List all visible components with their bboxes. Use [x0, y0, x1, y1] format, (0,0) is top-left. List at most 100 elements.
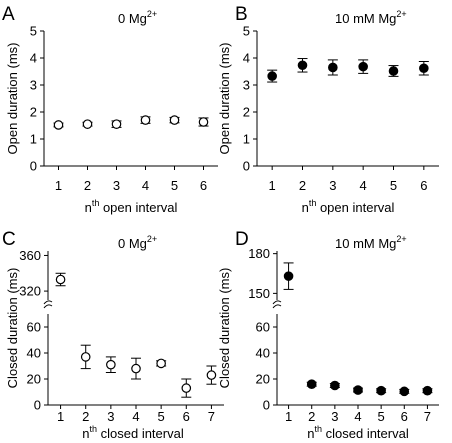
x-axis-label-n: n — [82, 426, 89, 441]
x-tick-label: 5 — [390, 178, 397, 193]
x-axis-label-text: closed interval — [97, 426, 184, 441]
x-tick-label: 5 — [378, 409, 385, 424]
axis-break-mark — [43, 300, 53, 305]
data-point — [181, 383, 192, 393]
condition-superscript: 2+ — [396, 9, 406, 19]
y-tick-label: 2 — [30, 105, 37, 120]
data-point — [399, 386, 410, 397]
x-axis-label-n: n — [85, 200, 92, 215]
data-point — [328, 62, 338, 73]
condition-base: 0 Mg — [118, 236, 147, 251]
data-point — [388, 66, 399, 76]
condition-label: 0 Mg2+ — [118, 9, 157, 26]
y-axis-label: Open duration (ms) — [5, 43, 20, 155]
x-tick-label: 4 — [132, 409, 139, 424]
y-tick-label: 0 — [243, 159, 250, 174]
y-tick-label: 5 — [30, 24, 37, 39]
x-axis-label-text: open interval — [316, 200, 394, 215]
x-tick-label: 7 — [208, 409, 215, 424]
x-tick-label: 1 — [55, 178, 62, 193]
y-tick-label: 1 — [243, 132, 250, 147]
y-tick-label: 0 — [34, 398, 41, 413]
y-tick-label: 20 — [256, 372, 270, 387]
x-tick-label: 5 — [158, 409, 165, 424]
x-tick-label: 6 — [183, 409, 190, 424]
panel-letter-d: D — [235, 229, 249, 250]
condition-base: 10 mM Mg — [335, 236, 396, 251]
panel-letter-b: B — [235, 4, 248, 25]
x-tick-label: 6 — [401, 409, 408, 424]
x-axis-label-text: closed interval — [322, 426, 409, 441]
x-tick-label: 7 — [424, 409, 431, 424]
data-point — [297, 60, 308, 71]
y-tick-label: 40 — [256, 346, 270, 361]
data-point — [80, 352, 91, 362]
x-axis-label-superscript: th — [92, 198, 100, 208]
x-axis-label-n: n — [307, 426, 314, 441]
x-tick-label: 2 — [84, 178, 91, 193]
y-axis-label: Closed duration (ms) — [217, 268, 232, 389]
x-tick-label: 4 — [360, 178, 367, 193]
panel-letter-c: C — [2, 229, 16, 250]
x-axis-label-n: n — [302, 200, 309, 215]
data-point — [140, 115, 151, 125]
x-axis-label: nth open interval — [85, 198, 178, 215]
y-tick-label: 40 — [27, 346, 41, 361]
y-tick-label: 4 — [30, 51, 37, 66]
data-point — [82, 119, 93, 129]
data-point — [198, 117, 209, 127]
data-point — [111, 119, 122, 129]
x-tick-label: 6 — [200, 178, 207, 193]
x-tick-label: 2 — [82, 409, 89, 424]
x-tick-label: 1 — [57, 409, 64, 424]
data-point — [156, 358, 166, 369]
x-tick-label: 4 — [142, 178, 149, 193]
y-tick-label: 360 — [19, 248, 41, 263]
y-tick-label: 1 — [30, 132, 37, 147]
axis-break-mark — [43, 304, 53, 309]
x-tick-label: 6 — [420, 178, 427, 193]
condition-label: 10 mM Mg2+ — [335, 9, 407, 26]
x-axis-label-superscript: th — [309, 198, 317, 208]
panel-c: C 0 Mg2+ 1 2 3 4 5 6 7 0 20 40 60 320 360 Closed durati… — [2, 229, 224, 441]
x-tick-label: 2 — [299, 178, 306, 193]
x-tick-label: 4 — [354, 409, 361, 424]
data-point — [419, 63, 429, 74]
data-point — [422, 385, 433, 396]
x-tick-label: 5 — [171, 178, 178, 193]
y-tick-label: 60 — [27, 320, 41, 335]
condition-label: 0 Mg2+ — [118, 234, 157, 251]
y-axis-label: Open duration (ms) — [217, 43, 232, 155]
data-point — [306, 379, 317, 389]
y-tick-label: 0 — [30, 159, 37, 174]
x-tick-label: 3 — [107, 409, 114, 424]
y-tick-label: 5 — [243, 24, 250, 39]
x-tick-label: 2 — [308, 409, 315, 424]
y-tick-label: 20 — [27, 372, 41, 387]
x-axis-label-superscript: th — [90, 424, 98, 434]
x-axis-label: nth closed interval — [307, 424, 409, 441]
axis-break-mark — [272, 304, 282, 309]
axis-break-mark — [272, 300, 282, 305]
data-point — [106, 359, 116, 370]
data-point — [376, 385, 386, 396]
panel-b: B 10 mM Mg2+ 1 2 3 4 5 6 0 1 2 3 4 5 Open duration (ms… — [217, 4, 439, 215]
panel-a: A 0 Mg2+ 1 2 3 4 5 6 0 1 2 3 4 5 Open duration (ms) nth… — [2, 4, 218, 215]
data-point — [131, 363, 141, 374]
condition-base: 10 mM Mg — [335, 11, 396, 26]
y-tick-label: 3 — [30, 78, 37, 93]
x-axis-label: nth closed interval — [82, 424, 184, 441]
x-axis-label: nth open interval — [302, 198, 395, 215]
x-axis-label-superscript: th — [315, 424, 323, 434]
y-tick-label: 320 — [19, 284, 41, 299]
data-point — [206, 370, 217, 380]
x-tick-label: 1 — [269, 178, 276, 193]
data-point — [169, 115, 180, 125]
panel-d: D 10 mM Mg2+ 1 2 3 4 5 6 7 0 20 40 60 150 180 Closed du… — [217, 229, 439, 441]
panel-letter-a: A — [2, 4, 15, 25]
y-tick-label: 60 — [256, 320, 270, 335]
x-tick-label: 3 — [329, 178, 336, 193]
y-tick-label: 4 — [243, 51, 250, 66]
condition-label: 10 mM Mg2+ — [335, 234, 407, 251]
